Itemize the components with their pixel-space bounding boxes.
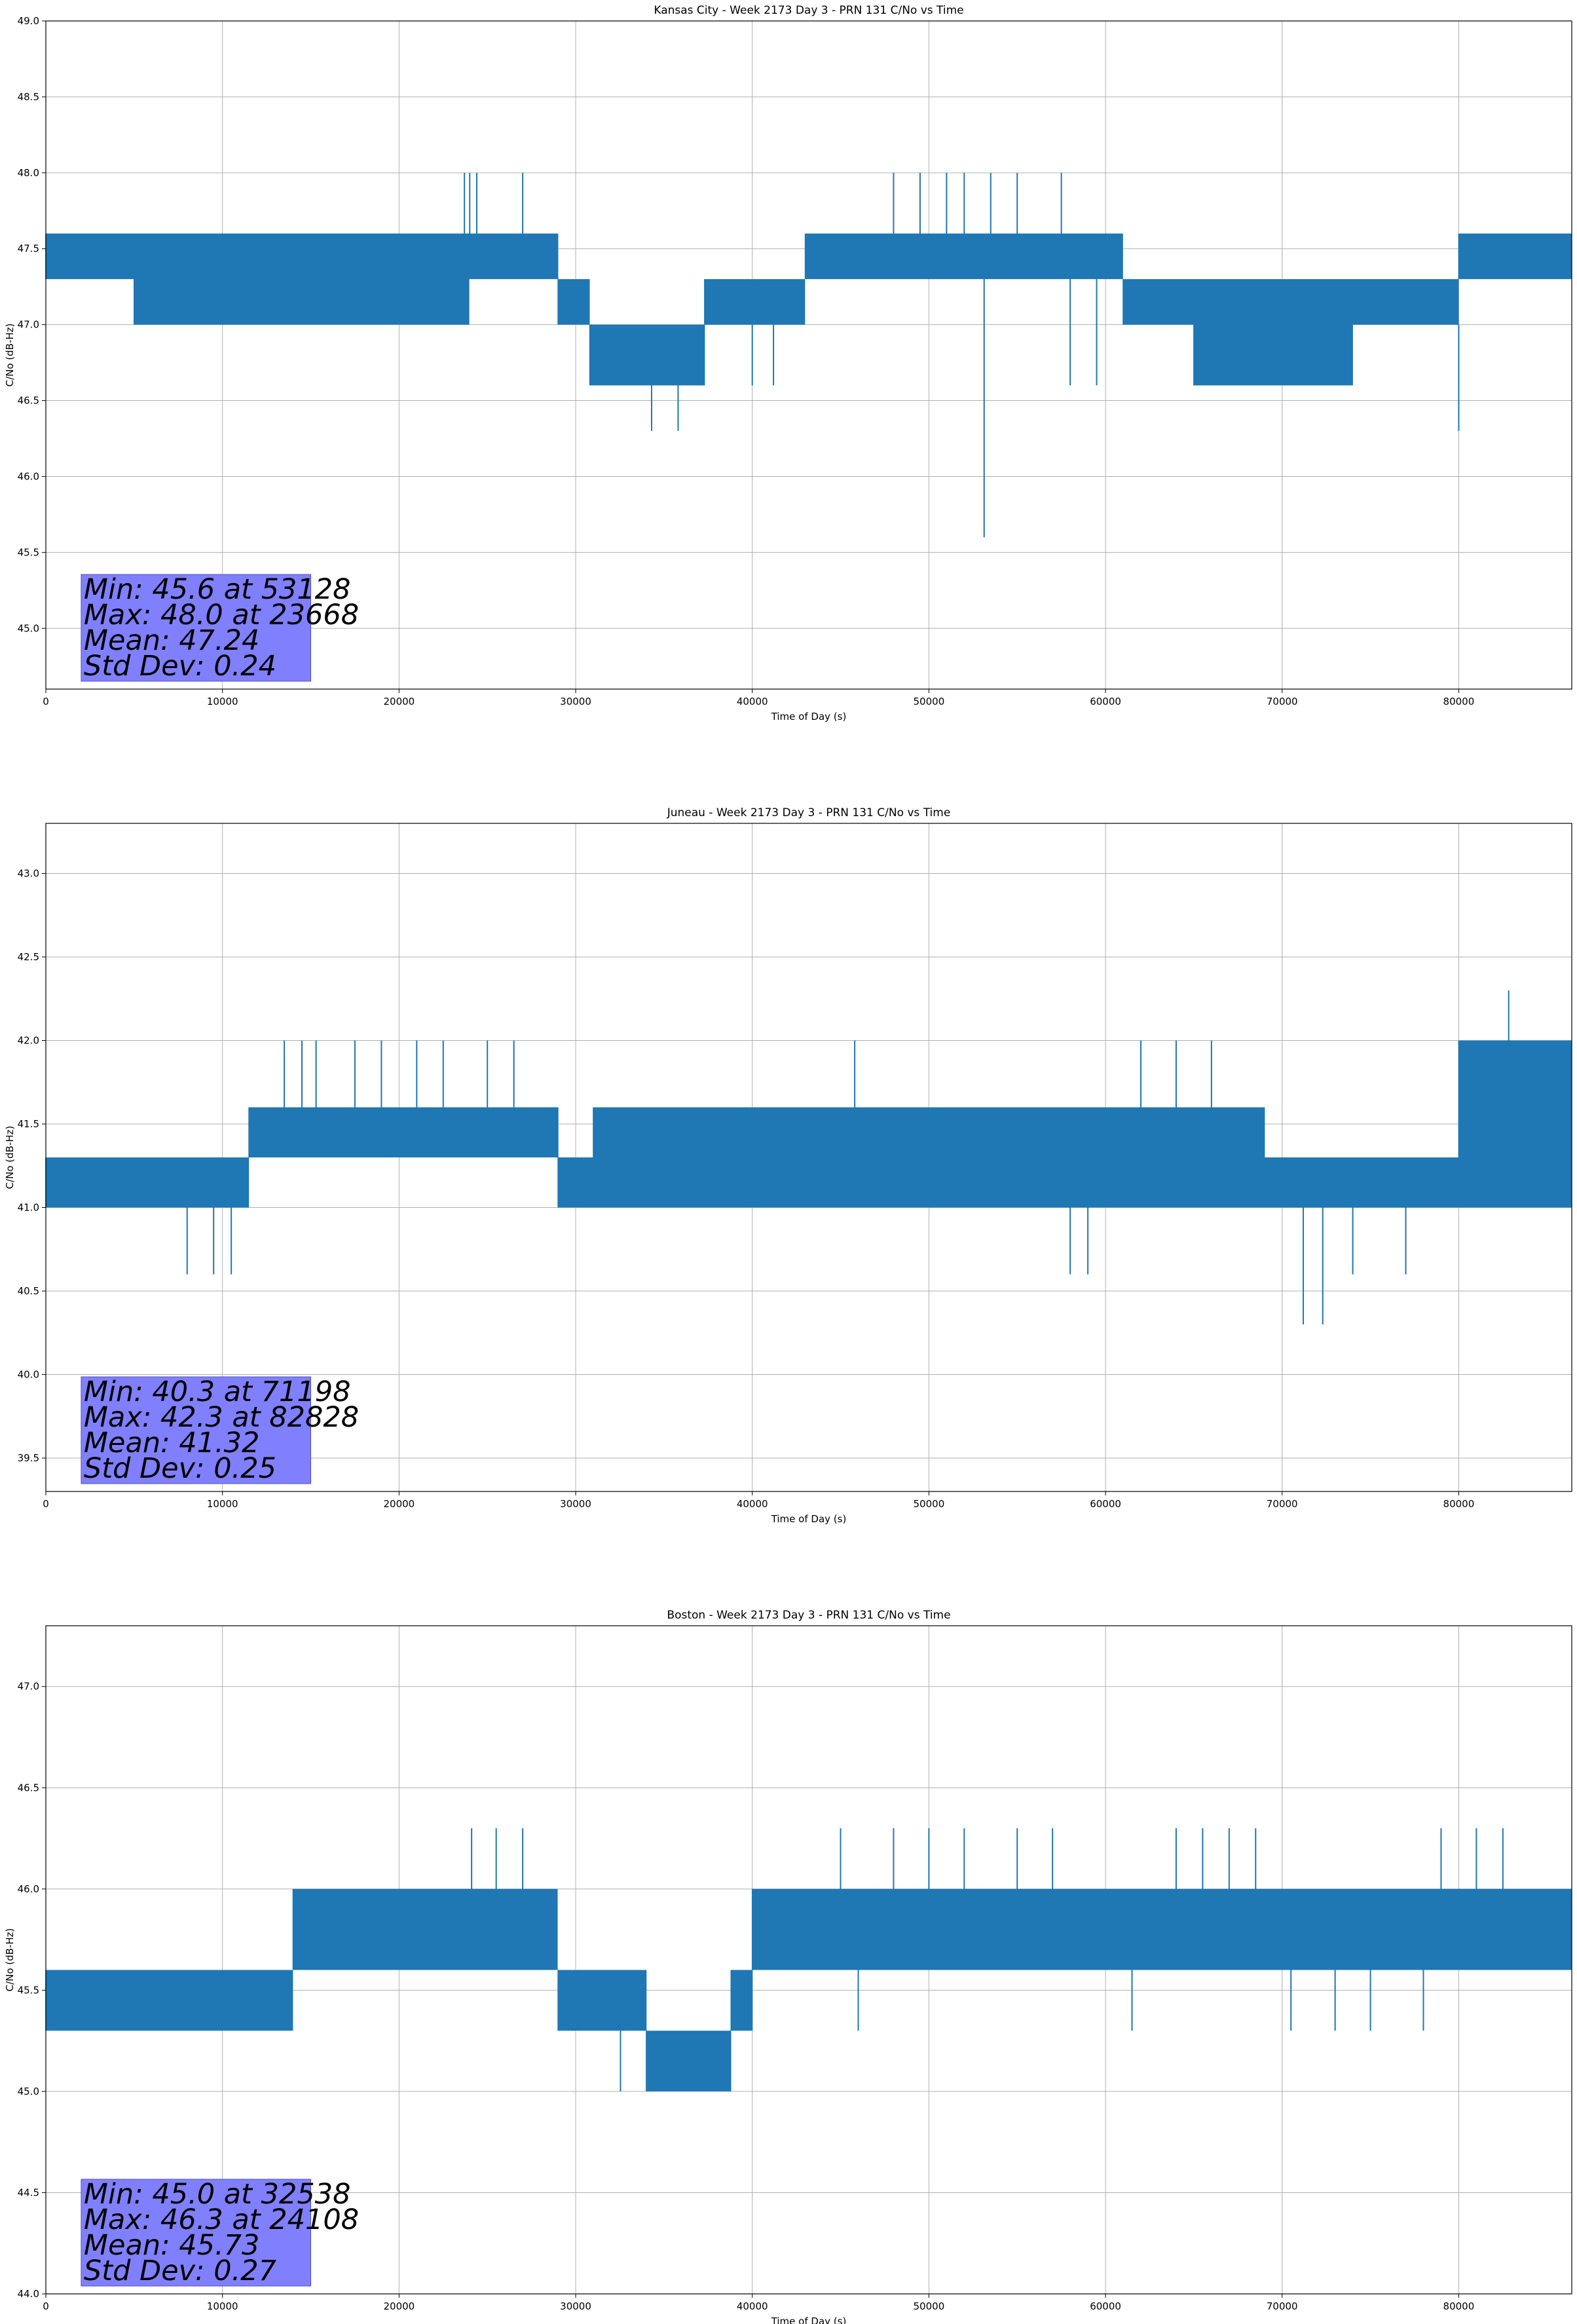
y-tick-label: 39.5 — [18, 1452, 39, 1464]
x-tick-label: 20000 — [383, 2300, 415, 2312]
y-tick-label: 44.5 — [18, 2186, 39, 2198]
x-tick-label: 40000 — [737, 696, 768, 707]
y-tick-label: 46.5 — [18, 395, 39, 407]
x-tick-label: 70000 — [1267, 1498, 1298, 1510]
x-axis-label: Time of Day (s) — [771, 1513, 847, 1525]
y-tick-label: 46.5 — [18, 1782, 39, 1793]
x-tick-label: 30000 — [560, 2300, 591, 2312]
x-tick-label: 80000 — [1443, 1498, 1475, 1510]
chart-panel-3: 0 10000 20000 30000 40000 50000 60000 70000 8000… — [4, 1609, 1572, 2324]
axes-frame — [45, 1625, 1572, 2295]
x-tick-label: 40000 — [737, 1498, 768, 1510]
x-tick-label: 30000 — [560, 1498, 591, 1510]
y-tick-label: 40.5 — [18, 1285, 39, 1297]
x-axis-label: Time of Day (s) — [771, 711, 847, 722]
stats-std: Std Dev: 0.25 — [84, 1452, 276, 1485]
stats-max: Max: 42.3 at 82828 — [84, 1401, 359, 1434]
stats-box — [81, 574, 312, 682]
stats-mean: Mean: 47.24 — [84, 624, 259, 657]
chart-title: Boston - Week 2173 Day 3 - PRN 131 C/No … — [667, 1609, 950, 1622]
y-tick-label: 41.5 — [18, 1118, 39, 1130]
x-tick-label: 60000 — [1090, 1498, 1121, 1510]
stats-mean: Mean: 45.73 — [84, 2229, 259, 2262]
y-tick-label: 47.5 — [18, 243, 39, 255]
x-tick-label: 80000 — [1443, 2300, 1475, 2312]
y-tick-label: 42.5 — [18, 951, 39, 963]
chart-title: Kansas City - Week 2173 Day 3 - PRN 131 … — [654, 4, 963, 17]
stats-min: Min: 40.3 at 71198 — [84, 1376, 351, 1408]
y-tick-label: 45.5 — [18, 546, 39, 558]
x-tick-label: 0 — [43, 2300, 49, 2312]
y-tick-label: 47.0 — [18, 1681, 39, 1693]
y-tick-label: 43.0 — [18, 868, 39, 880]
x-tick-label: 30000 — [560, 696, 591, 707]
x-tick-label: 0 — [43, 1498, 49, 1510]
y-tick-label: 46.0 — [18, 1883, 39, 1895]
y-axis-label: C/No (dB-Hz) — [4, 324, 16, 387]
y-tick-label: 42.0 — [18, 1035, 39, 1047]
x-tick-label: 80000 — [1443, 696, 1475, 707]
x-tick-label: 60000 — [1090, 2300, 1121, 2312]
x-tick-label: 40000 — [737, 2300, 768, 2312]
chart-panel-1: 0 10000 20000 30000 40000 50000 60000 70000 8000… — [4, 4, 1572, 722]
x-tick-label: 60000 — [1090, 696, 1121, 707]
axes-frame — [45, 20, 1572, 690]
chart-panel-2: 0 10000 20000 30000 40000 50000 60000 70000 8000… — [4, 806, 1572, 1525]
stats-min: Min: 45.6 at 53128 — [84, 573, 351, 606]
x-tick-label: 20000 — [383, 1498, 415, 1510]
x-tick-label: 50000 — [914, 696, 945, 707]
x-tick-label: 10000 — [207, 2300, 238, 2312]
stats-max: Max: 48.0 at 23668 — [84, 599, 359, 631]
x-axis-label: Time of Day (s) — [771, 2315, 847, 2324]
y-tick-label: 46.0 — [18, 470, 39, 482]
axes-frame — [45, 823, 1572, 1492]
y-tick-label: 45.5 — [18, 1984, 39, 1996]
y-tick-label: 45.0 — [18, 622, 39, 634]
stats-box — [81, 1376, 312, 1484]
stats-min: Min: 45.0 at 32538 — [84, 2178, 351, 2211]
stats-std: Std Dev: 0.24 — [84, 650, 276, 683]
y-tick-label: 45.0 — [18, 2086, 39, 2097]
series-line — [45, 233, 1572, 386]
y-tick-label: 44.0 — [18, 2288, 39, 2300]
y-axis-label: C/No (dB-Hz) — [4, 1928, 16, 1992]
stats-box — [81, 2179, 312, 2287]
y-tick-label: 48.5 — [18, 91, 39, 103]
x-tick-label: 10000 — [207, 1498, 238, 1510]
x-tick-label: 10000 — [207, 696, 238, 707]
y-tick-label: 49.0 — [18, 15, 39, 27]
x-tick-label: 70000 — [1267, 696, 1298, 707]
y-tick-label: 47.0 — [18, 319, 39, 331]
stats-std: Std Dev: 0.27 — [84, 2255, 276, 2287]
y-axis-label: C/No (dB-Hz) — [4, 1126, 16, 1190]
x-tick-label: 20000 — [383, 696, 415, 707]
stats-max: Max: 46.3 at 24108 — [84, 2203, 359, 2236]
y-tick-label: 48.0 — [18, 167, 39, 179]
chart-title: Juneau - Week 2173 Day 3 - PRN 131 C/No … — [667, 806, 951, 819]
x-tick-label: 50000 — [914, 1498, 945, 1510]
x-tick-label: 70000 — [1267, 2300, 1298, 2312]
stats-mean: Mean: 41.32 — [84, 1427, 259, 1459]
x-tick-label: 0 — [43, 696, 49, 707]
y-tick-label: 40.0 — [18, 1369, 39, 1381]
x-tick-label: 50000 — [914, 2300, 945, 2312]
y-tick-label: 41.0 — [18, 1202, 39, 1214]
